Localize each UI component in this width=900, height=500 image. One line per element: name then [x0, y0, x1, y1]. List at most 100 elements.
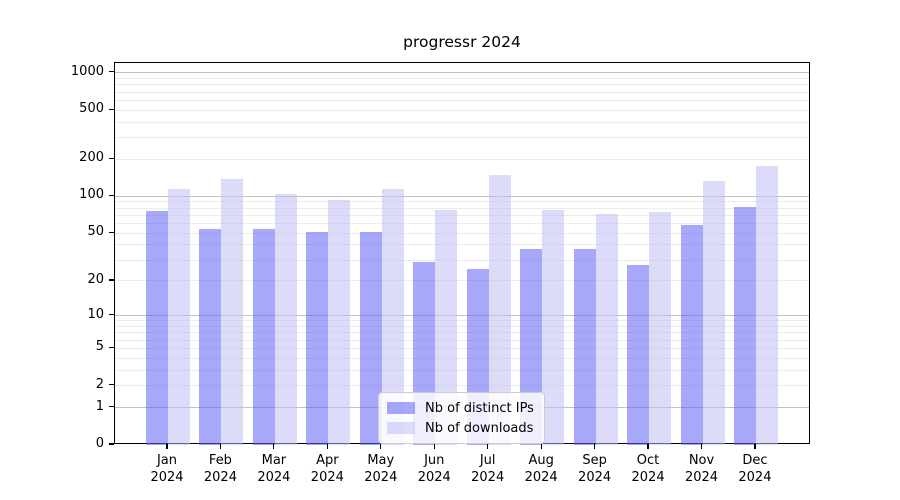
bar-downloads: [649, 211, 672, 445]
legend-item-distinct-ips: Nb of distinct IPs: [387, 398, 534, 418]
y-tick-label: 100: [79, 187, 104, 203]
x-tick-mark: [380, 444, 382, 449]
x-tick-mark: [273, 444, 275, 449]
gridline-major: [115, 72, 809, 74]
legend-label-downloads: Nb of downloads: [425, 420, 534, 436]
gridline-minor: [115, 232, 809, 234]
x-tick-label: Feb 2024: [203, 453, 237, 485]
x-tick-mark: [594, 444, 596, 449]
gridline-minor: [115, 339, 809, 341]
x-tick-mark: [540, 444, 542, 449]
gridline-minor: [115, 244, 809, 246]
y-tick-label: 20: [87, 271, 104, 287]
gridline-major: [115, 195, 809, 197]
x-tick-label: Aug 2024: [524, 453, 558, 485]
gridline-minor: [115, 259, 809, 261]
legend-label-distinct-ips: Nb of distinct IPs: [425, 400, 534, 416]
bar-distinct-ips: [359, 232, 382, 445]
y-tick-mark: [109, 443, 114, 445]
x-tick-label: Nov 2024: [684, 453, 719, 485]
bar-distinct-ips: [146, 210, 168, 445]
chart-title: progressr 2024: [403, 33, 521, 51]
bar-downloads: [488, 175, 511, 445]
gridline-major: [115, 315, 809, 317]
y-tick-mark: [109, 194, 114, 196]
x-tick-mark: [487, 444, 489, 449]
gridline-minor: [115, 121, 809, 123]
gridline-minor: [115, 214, 809, 216]
x-tick-label: Jun 2024: [417, 453, 451, 485]
gridline-minor: [115, 77, 809, 79]
y-tick-mark: [109, 108, 114, 110]
bar-downloads: [755, 166, 778, 445]
x-tick-mark: [700, 444, 703, 449]
x-tick-label: Oct 2024: [631, 453, 665, 485]
x-tick-label: Jan 2024: [150, 453, 184, 485]
bar-downloads: [435, 209, 458, 445]
bar-distinct-ips: [199, 229, 222, 445]
gridline-minor: [115, 91, 809, 93]
y-tick-label: 1000: [70, 63, 104, 79]
x-tick-mark: [219, 444, 222, 449]
bar-distinct-ips: [733, 206, 756, 445]
gridline-minor: [115, 137, 809, 139]
bar-downloads: [595, 213, 618, 445]
x-tick-mark: [166, 444, 168, 449]
gridline-minor: [115, 99, 809, 101]
bar-distinct-ips: [627, 265, 650, 445]
gridline-minor: [115, 207, 809, 209]
y-tick-mark: [109, 279, 114, 281]
bar-distinct-ips: [680, 225, 703, 445]
x-tick-label: Mar 2024: [257, 453, 291, 485]
y-tick-mark: [109, 71, 114, 73]
bar-distinct-ips: [573, 249, 596, 445]
gridline-minor: [115, 357, 809, 359]
bar-distinct-ips: [306, 232, 329, 445]
y-tick-mark: [109, 231, 114, 233]
x-tick-mark: [754, 444, 756, 449]
gridline-minor: [115, 223, 809, 225]
x-tick-mark: [326, 444, 328, 449]
bar-downloads: [328, 199, 351, 445]
gridline-minor: [115, 347, 809, 349]
bar-downloads: [274, 194, 297, 445]
y-tick-label: 0: [95, 436, 104, 451]
y-tick-mark: [109, 406, 114, 408]
y-tick-label: 2: [95, 376, 104, 392]
gridline-minor: [115, 158, 809, 160]
y-tick-mark: [109, 314, 114, 316]
bar-downloads: [542, 209, 565, 445]
gridline-minor: [115, 385, 809, 387]
x-tick-label: May 2024: [364, 453, 398, 485]
y-tick-mark: [109, 157, 114, 159]
legend-swatch-distinct-ips: [387, 402, 415, 414]
gridline-minor: [115, 84, 809, 86]
bar-downloads: [221, 178, 244, 445]
x-tick-label: Sep 2024: [578, 453, 612, 485]
gridline-minor: [115, 369, 809, 371]
y-tick-label: 1: [95, 398, 104, 414]
bar-downloads: [381, 189, 404, 445]
x-tick-label: Dec 2024: [738, 453, 772, 485]
x-tick-label: Jul 2024: [471, 453, 505, 485]
gridline-minor: [115, 332, 809, 334]
y-tick-label: 500: [79, 101, 104, 117]
bar-downloads: [702, 180, 725, 445]
gridline-minor: [115, 320, 809, 322]
y-tick-label: 200: [79, 150, 104, 166]
plot-area: [114, 62, 810, 445]
y-tick-mark: [109, 346, 114, 349]
x-tick-mark: [647, 444, 649, 449]
gridline-minor: [115, 201, 809, 203]
y-tick-label: 50: [87, 224, 104, 240]
legend: Nb of distinct IPs Nb of downloads: [378, 392, 545, 444]
y-tick-label: 5: [95, 339, 104, 355]
x-tick-mark: [433, 444, 435, 449]
gridline-minor: [115, 280, 809, 282]
bar-downloads: [168, 188, 190, 445]
x-tick-label: Apr 2024: [310, 453, 344, 485]
y-tick-mark: [109, 384, 114, 386]
legend-item-downloads: Nb of downloads: [387, 418, 534, 438]
gridline-minor: [115, 326, 809, 328]
